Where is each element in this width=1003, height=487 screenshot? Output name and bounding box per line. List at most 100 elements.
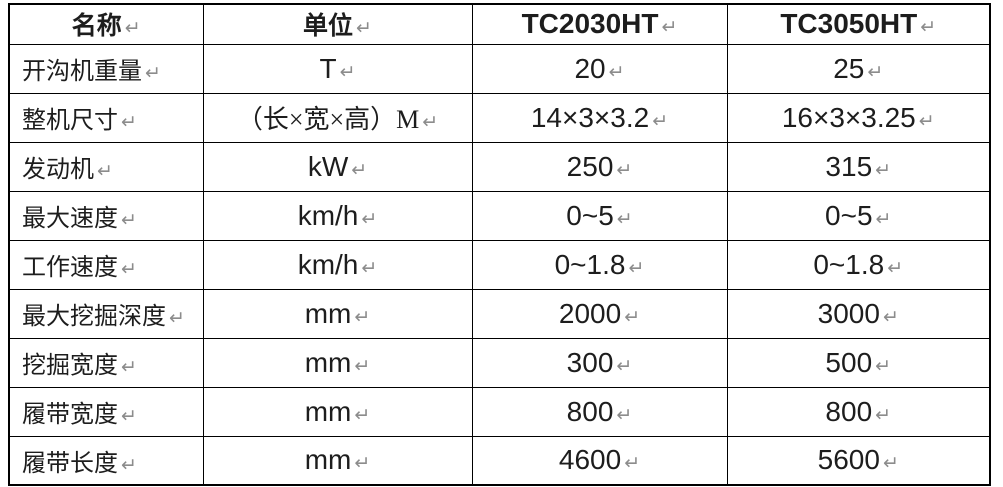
cell-row-unit[interactable]: mm ↵ xyxy=(202,435,473,486)
row-name-text: 挖掘宽度 xyxy=(22,353,118,379)
paragraph-mark-icon: ↵ xyxy=(121,356,137,378)
cell-model2-value[interactable]: 0~5 ↵ xyxy=(726,190,991,241)
header-cell-name[interactable]: 名称 ↵ xyxy=(8,3,204,45)
paragraph-mark-icon: ↵ xyxy=(121,209,137,231)
model1-value-text: 0~1.8 xyxy=(554,248,626,280)
paragraph-mark-icon: ↵ xyxy=(875,403,892,426)
cell-row-unit[interactable]: mm ↵ xyxy=(202,337,473,388)
paragraph-mark-icon: ↵ xyxy=(616,354,633,377)
paragraph-mark-icon: ↵ xyxy=(361,256,378,279)
header-cell-model1[interactable]: TC2030HT ↵ xyxy=(471,3,728,45)
cell-model1-value[interactable]: 2000 ↵ xyxy=(471,288,728,339)
cell-row-unit[interactable]: mm ↵ xyxy=(202,288,473,339)
paragraph-mark-icon: ↵ xyxy=(875,158,892,181)
cell-model2-value[interactable]: 3000 ↵ xyxy=(726,288,991,339)
model2-value-text: 0~1.8 xyxy=(813,248,885,280)
cell-row-name[interactable]: 最大挖掘深度 ↵ xyxy=(8,288,204,339)
model2-value-text: 3000 xyxy=(817,297,880,329)
cell-model1-value[interactable]: 0~1.8 ↵ xyxy=(471,239,728,290)
row-unit-text: mm xyxy=(304,444,352,476)
cell-row-name[interactable]: 发动机 ↵ xyxy=(8,141,204,192)
paragraph-mark-icon: ↵ xyxy=(339,60,356,83)
row-unit-text: km/h xyxy=(297,248,359,280)
model2-value-text: 16×3×3.25 xyxy=(781,101,916,133)
header-unit-label: 单位 xyxy=(303,13,354,41)
model1-value-text: 250 xyxy=(566,150,614,182)
row-name-text: 开沟机重量 xyxy=(22,59,142,85)
paragraph-mark-icon: ↵ xyxy=(920,16,937,39)
cell-row-name[interactable]: 履带宽度 ↵ xyxy=(8,386,204,437)
paragraph-mark-icon: ↵ xyxy=(882,305,899,328)
cell-model2-value[interactable]: 500 ↵ xyxy=(726,337,991,388)
cell-model2-value[interactable]: 25 ↵ xyxy=(726,43,991,94)
cell-model2-value[interactable]: 0~1.8 ↵ xyxy=(726,239,991,290)
cell-row-name[interactable]: 整机尺寸 ↵ xyxy=(8,92,204,143)
cell-row-unit[interactable]: km/h ↵ xyxy=(202,190,473,241)
cell-row-name[interactable]: 挖掘宽度 ↵ xyxy=(8,337,204,388)
cell-model2-value[interactable]: 315 ↵ xyxy=(726,141,991,192)
cell-model1-value[interactable]: 250 ↵ xyxy=(471,141,728,192)
row-name-text: 工作速度 xyxy=(22,255,118,281)
paragraph-mark-icon: ↵ xyxy=(608,60,625,83)
cell-model2-value[interactable]: 5600 ↵ xyxy=(726,435,991,486)
cell-row-name[interactable]: 开沟机重量 ↵ xyxy=(8,43,204,94)
cell-model2-value[interactable]: 16×3×3.25 ↵ xyxy=(726,92,991,143)
cell-model1-value[interactable]: 300 ↵ xyxy=(471,337,728,388)
row-unit-text: km/h xyxy=(297,199,359,231)
paragraph-mark-icon: ↵ xyxy=(97,160,113,182)
model1-value-text: 300 xyxy=(566,346,614,378)
cell-row-unit[interactable]: kW ↵ xyxy=(202,141,473,192)
table-row: 发动机 ↵ kW ↵ 250 ↵ 315 ↵ xyxy=(8,141,991,192)
model2-value-text: 315 xyxy=(825,150,873,182)
paragraph-mark-icon: ↵ xyxy=(124,17,141,40)
cell-row-name[interactable]: 工作速度 ↵ xyxy=(8,239,204,290)
table-row: 开沟机重量 ↵ T ↵ 20 ↵ 25 ↵ xyxy=(8,43,991,94)
paragraph-mark-icon: ↵ xyxy=(354,354,371,377)
header-cell-model2[interactable]: TC3050HT ↵ xyxy=(726,3,991,45)
cell-model1-value[interactable]: 0~5 ↵ xyxy=(471,190,728,241)
row-name-text: 发动机 xyxy=(22,157,94,183)
cell-row-unit[interactable]: km/h ↵ xyxy=(202,239,473,290)
paragraph-mark-icon: ↵ xyxy=(145,62,161,84)
model2-value-text: 5600 xyxy=(817,444,880,476)
row-name-text: 履带长度 xyxy=(22,450,118,477)
paragraph-mark-icon: ↵ xyxy=(361,207,378,230)
cell-model1-value[interactable]: 800 ↵ xyxy=(471,386,728,437)
paragraph-mark-icon: ↵ xyxy=(121,111,137,133)
paragraph-mark-icon: ↵ xyxy=(422,111,439,133)
paragraph-mark-icon: ↵ xyxy=(354,305,371,328)
paragraph-mark-icon: ↵ xyxy=(354,452,371,475)
cell-model1-value[interactable]: 20 ↵ xyxy=(471,43,728,94)
paragraph-mark-icon: ↵ xyxy=(918,109,935,132)
cell-row-unit[interactable]: T ↵ xyxy=(202,43,473,94)
paragraph-mark-icon: ↵ xyxy=(628,256,645,279)
row-unit-text: mm xyxy=(304,346,352,378)
paragraph-mark-icon: ↵ xyxy=(616,158,633,181)
cell-row-unit[interactable]: （长×宽×高）M ↵ xyxy=(202,92,473,143)
model2-value-text: 25 xyxy=(833,52,865,84)
paragraph-mark-icon: ↵ xyxy=(121,258,137,280)
paragraph-mark-icon: ↵ xyxy=(652,109,669,132)
paragraph-mark-icon: ↵ xyxy=(616,403,633,426)
header-cell-unit[interactable]: 单位 ↵ xyxy=(202,3,473,45)
row-name-text: 整机尺寸 xyxy=(22,108,118,134)
spec-table: 名称 ↵ 单位 ↵ TC2030HT ↵ TC3050HT ↵ 开沟机重量 ↵ T ↵ 20… xyxy=(8,3,991,486)
cell-model1-value[interactable]: 14×3×3.2 ↵ xyxy=(471,92,728,143)
row-unit-text: mm xyxy=(304,297,352,329)
model2-value-text: 800 xyxy=(825,395,873,427)
model1-value-text: 20 xyxy=(574,52,606,84)
cell-model2-value[interactable]: 800 ↵ xyxy=(726,386,991,437)
cell-model1-value[interactable]: 4600 ↵ xyxy=(471,435,728,486)
paragraph-mark-icon: ↵ xyxy=(887,256,904,279)
cell-row-name[interactable]: 最大速度 ↵ xyxy=(8,190,204,241)
cell-row-name[interactable]: 履带长度 ↵ xyxy=(8,435,204,486)
paragraph-mark-icon: ↵ xyxy=(875,354,892,377)
paragraph-mark-icon: ↵ xyxy=(867,60,884,83)
paragraph-mark-icon: ↵ xyxy=(882,452,899,475)
table-row: 挖掘宽度 ↵ mm ↵ 300 ↵ 500 ↵ xyxy=(8,337,991,388)
cell-row-unit[interactable]: mm ↵ xyxy=(202,386,473,437)
paragraph-mark-icon: ↵ xyxy=(616,207,633,230)
row-unit-text: mm xyxy=(304,395,352,427)
paragraph-mark-icon: ↵ xyxy=(624,305,641,328)
